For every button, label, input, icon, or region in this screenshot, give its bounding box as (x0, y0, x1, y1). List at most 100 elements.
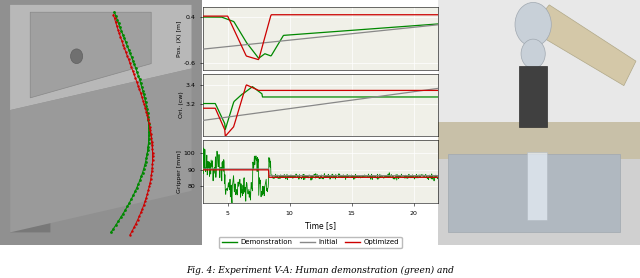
Circle shape (70, 49, 83, 64)
Point (140, 100, 150, 104)
Point (120, 208, 131, 212)
Point (114, 31, 124, 36)
Point (144, 184, 154, 188)
Point (132, 70, 142, 74)
Bar (527, 152, 547, 220)
Point (111, 20, 121, 24)
Point (108, 13, 118, 17)
Point (125, 233, 135, 237)
Point (147, 165, 157, 170)
Point (111, 24, 122, 28)
Point (128, 193, 138, 197)
Point (141, 159, 151, 164)
Point (146, 177, 156, 181)
Point (125, 51, 135, 56)
Point (125, 61, 135, 65)
Point (142, 113, 152, 118)
Point (113, 27, 123, 32)
Point (147, 169, 157, 174)
Point (138, 88, 148, 93)
Point (127, 229, 137, 233)
Point (136, 91, 146, 95)
Point (142, 107, 152, 111)
Point (115, 35, 125, 39)
Bar (519, 66, 547, 127)
Point (135, 178, 145, 182)
Point (147, 154, 157, 159)
Bar (438, 0, 640, 135)
Point (116, 29, 127, 33)
Point (127, 68, 138, 73)
Point (140, 106, 150, 110)
Point (124, 57, 134, 62)
Point (147, 147, 157, 151)
Point (129, 62, 140, 67)
Point (131, 66, 141, 70)
Point (119, 46, 129, 51)
Circle shape (521, 39, 545, 68)
Point (121, 50, 131, 54)
Point (118, 42, 128, 47)
Y-axis label: Pos. (X) [m]: Pos. (X) [m] (177, 20, 182, 57)
Point (145, 125, 155, 129)
Point (144, 126, 154, 130)
Point (147, 150, 157, 155)
Point (134, 87, 145, 91)
Point (144, 137, 154, 141)
Point (134, 214, 145, 219)
Point (137, 85, 147, 89)
Point (136, 174, 147, 179)
Point (142, 192, 152, 196)
Point (126, 65, 136, 69)
Point (143, 141, 154, 145)
Point (139, 203, 149, 207)
Point (118, 33, 128, 37)
Point (139, 92, 149, 96)
Point (144, 121, 154, 125)
Point (143, 148, 153, 153)
Point (142, 152, 152, 156)
Point (119, 36, 129, 41)
Point (143, 111, 153, 115)
Point (140, 163, 150, 167)
Point (113, 219, 124, 224)
Point (129, 225, 139, 230)
Point (122, 204, 132, 208)
Point (108, 227, 118, 231)
Point (109, 16, 120, 21)
Point (111, 14, 121, 18)
Point (136, 210, 146, 215)
Point (126, 197, 136, 201)
Point (127, 55, 137, 59)
Point (145, 180, 155, 185)
Polygon shape (529, 5, 636, 86)
Point (115, 25, 125, 29)
Polygon shape (30, 12, 151, 98)
Point (139, 102, 149, 106)
Point (134, 77, 145, 82)
Point (147, 136, 157, 140)
Point (143, 117, 153, 121)
Point (141, 110, 152, 114)
Point (118, 212, 128, 216)
Point (147, 139, 157, 144)
Point (133, 182, 143, 186)
Point (147, 143, 157, 148)
Point (147, 158, 157, 162)
Point (112, 18, 122, 22)
Point (146, 132, 156, 136)
Point (143, 188, 154, 192)
Point (109, 10, 120, 14)
Point (143, 115, 153, 119)
Polygon shape (10, 110, 51, 232)
Bar (449, 154, 620, 232)
Point (124, 200, 134, 205)
Y-axis label: Gripper [mm]: Gripper [mm] (177, 150, 182, 193)
Point (139, 167, 149, 171)
Point (132, 185, 142, 190)
Point (122, 53, 132, 58)
Point (137, 95, 147, 99)
Point (131, 222, 141, 226)
Point (116, 39, 127, 43)
Point (146, 173, 156, 177)
